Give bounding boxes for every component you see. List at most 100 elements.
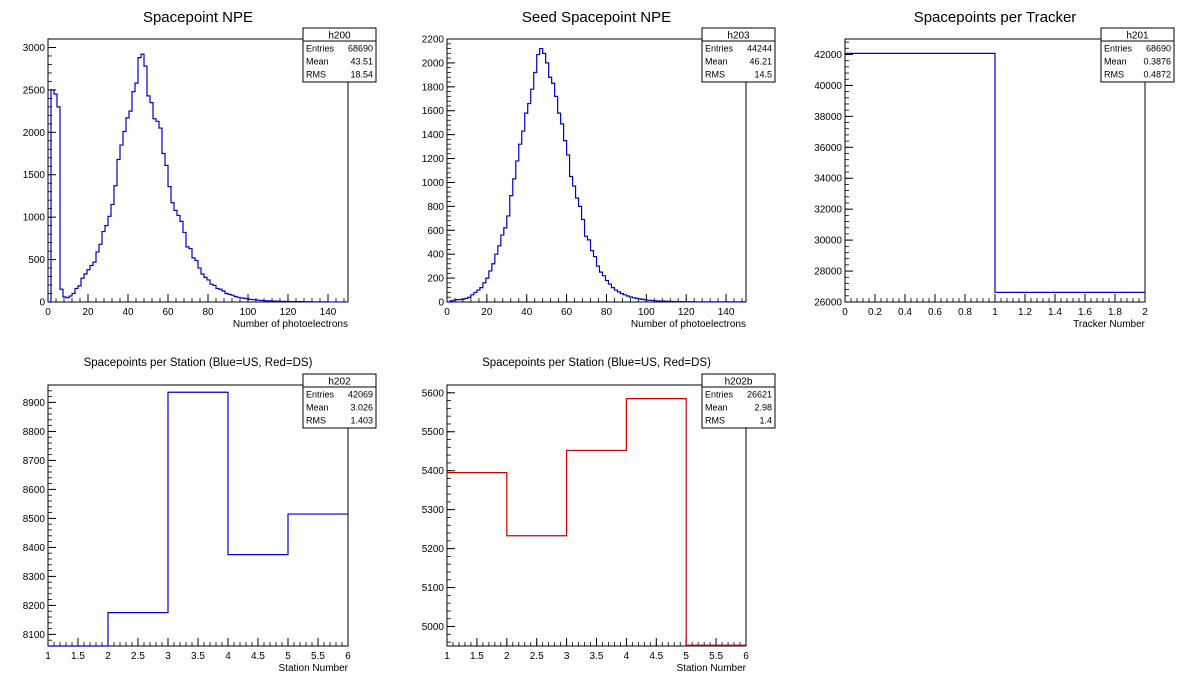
- stats-label: Entries: [1104, 44, 1133, 54]
- x-tick-label: 1: [45, 651, 51, 662]
- histogram-bin: [228, 294, 231, 302]
- stats-value: 3.026: [350, 403, 373, 413]
- histogram-bin: [261, 300, 264, 302]
- stats-label: Entries: [705, 44, 734, 54]
- stats-value: 44244: [747, 44, 772, 54]
- histogram-bin: [222, 291, 225, 302]
- histogram-bin: [447, 473, 507, 646]
- histogram-bin: [588, 240, 591, 302]
- histogram-bin: [249, 299, 252, 302]
- histogram-bin: [234, 296, 237, 302]
- x-tick-label: 6: [743, 651, 749, 662]
- histogram-series-h200: [48, 53, 348, 303]
- x-tick-label: 140: [718, 307, 735, 318]
- x-tick-label: 3: [165, 651, 171, 662]
- y-tick-label: 34000: [814, 174, 842, 185]
- histogram-bin: [60, 289, 63, 302]
- y-tick-label: 8900: [23, 398, 46, 409]
- histogram-bin: [195, 260, 198, 302]
- histogram-bin: [273, 301, 276, 302]
- histogram-bin: [555, 96, 558, 302]
- x-tick-label: 20: [82, 307, 94, 318]
- y-tick-label: 1200: [422, 154, 445, 165]
- histogram-bin: [243, 298, 246, 302]
- histogram-bin: [87, 270, 90, 302]
- stats-box: h201 Entries 68690 Mean 0.3876 RMS 0.4872: [1100, 27, 1175, 83]
- histogram-bin: [540, 49, 543, 302]
- histogram-bin: [177, 215, 180, 302]
- y-tick-label: 5000: [422, 622, 445, 633]
- y-tick-label: 5600: [422, 388, 445, 399]
- histogram-bin: [225, 294, 228, 302]
- stats-value: 14.5: [754, 70, 772, 80]
- histogram-series-h203: [447, 47, 746, 303]
- x-tick-label: 2.5: [530, 651, 544, 662]
- histogram-bin: [207, 280, 210, 302]
- histogram-bin: [573, 186, 576, 302]
- histogram-bin: [513, 179, 516, 302]
- y-tick-label: 1000: [23, 213, 46, 224]
- y-tick-label: 8400: [23, 543, 46, 554]
- histogram-bin: [570, 176, 573, 302]
- histogram-bin: [662, 301, 665, 302]
- x-tick-label: 2.5: [131, 651, 145, 662]
- histogram-bin: [84, 274, 87, 302]
- histogram-bin: [276, 301, 279, 302]
- histogram-bin: [180, 221, 183, 302]
- histogram-bin: [51, 90, 54, 302]
- histogram-bin: [608, 284, 611, 302]
- histogram-bin: [597, 266, 600, 302]
- y-tick-label: 8300: [23, 572, 46, 583]
- chart-title: Spacepoints per Station (Blue=US, Red=DS…: [84, 357, 313, 369]
- histogram-bin: [845, 53, 995, 302]
- x-tick-label: 4.5: [649, 651, 663, 662]
- chart-title: Spacepoint NPE: [143, 9, 253, 26]
- histogram-series-h202: [48, 391, 348, 647]
- stats-box-frame: [302, 373, 377, 429]
- histogram-bin: [153, 119, 156, 302]
- histogram-bin: [582, 220, 585, 302]
- histogram-bin: [198, 268, 201, 302]
- stats-box-name: h203: [727, 31, 750, 42]
- chart-panel-h202: Spacepoints per Station (Blue=US, Red=DS…: [23, 357, 377, 674]
- x-tick-label: 5: [285, 651, 291, 662]
- x-tick-label: 80: [601, 307, 613, 318]
- y-tick-label: 2500: [23, 85, 46, 96]
- plot-frame: [47, 38, 349, 303]
- histogram-bin: [564, 141, 567, 302]
- histogram-bin: [78, 286, 81, 302]
- x-tick-label: 5: [683, 651, 689, 662]
- histogram-bin: [147, 96, 150, 302]
- histogram-bin: [72, 294, 75, 302]
- histogram-bin: [114, 186, 117, 302]
- x-axis-label: Number of photoelectrons: [233, 319, 348, 330]
- histogram-bin: [105, 226, 108, 302]
- stats-label: Mean: [306, 57, 329, 67]
- stats-label: Mean: [705, 57, 728, 67]
- x-tick-label: 0.4: [898, 307, 912, 318]
- histogram-bin: [546, 63, 549, 302]
- histogram-bin: [258, 300, 261, 302]
- x-tick-label: 1.5: [470, 651, 484, 662]
- stats-label: Entries: [306, 390, 335, 400]
- histogram-bin: [456, 300, 459, 302]
- histogram-bin: [626, 296, 629, 302]
- histogram-bin: [605, 280, 608, 302]
- histogram-bin: [632, 298, 635, 302]
- histogram-bin: [237, 297, 240, 302]
- histogram-bin: [465, 298, 468, 302]
- histogram-bin: [576, 198, 579, 302]
- histogram-bin: [495, 254, 498, 302]
- histogram-bin: [504, 228, 507, 302]
- y-tick-label: 42000: [814, 50, 842, 61]
- x-tick-label: 0: [444, 307, 450, 318]
- y-tick-label: 26000: [814, 298, 842, 309]
- histogram-bin: [453, 300, 456, 302]
- histogram-bin: [240, 298, 243, 302]
- histogram-bin: [270, 301, 273, 302]
- y-tick-label: 800: [427, 202, 444, 213]
- stats-label: Entries: [306, 44, 335, 54]
- histogram-bin: [174, 210, 177, 302]
- stats-value: 0.4872: [1143, 70, 1171, 80]
- histogram-bin: [264, 301, 267, 302]
